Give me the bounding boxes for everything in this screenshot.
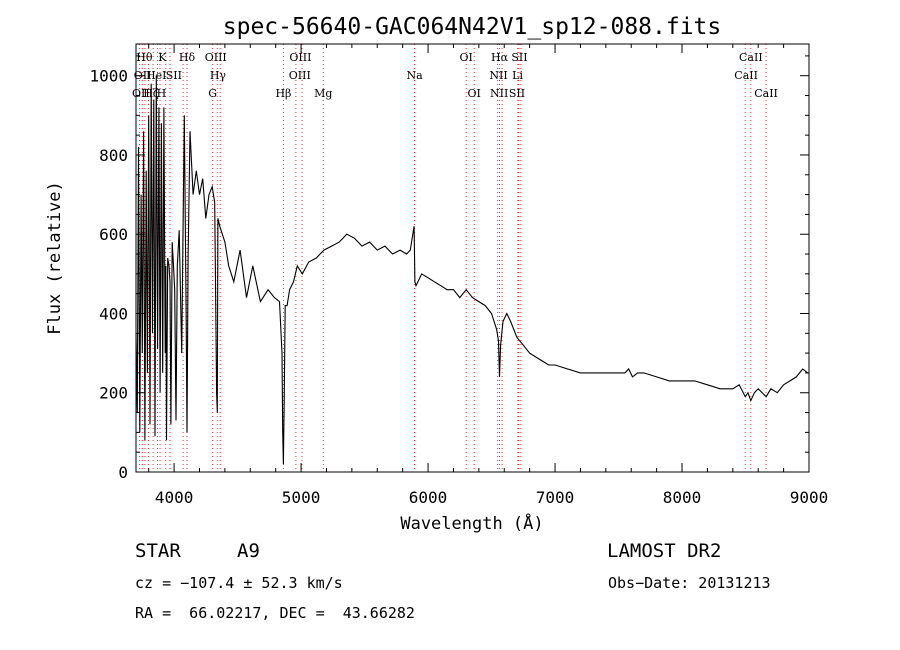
line-label-24: OI — [467, 87, 480, 100]
x-tick-label-2: 6000 — [409, 488, 448, 507]
spectrum-line — [135, 75, 809, 465]
line-label-1: K — [158, 51, 167, 64]
line-label-16: Li — [512, 69, 523, 82]
y-tick-label-3: 600 — [99, 225, 128, 244]
line-markers — [138, 44, 767, 472]
line-label-27: CaII — [754, 87, 778, 100]
y-tick-label-2: 400 — [99, 304, 128, 323]
line-label-12: Hγ — [210, 69, 227, 82]
line-label-20: H — [157, 87, 167, 100]
line-label-0: Hθ — [136, 51, 153, 64]
y-tick-label-1: 200 — [99, 384, 128, 403]
y-tick-label-4: 800 — [99, 146, 128, 165]
line-label-4: OIII — [289, 51, 311, 64]
line-label-21: G — [208, 87, 217, 100]
line-label-14: Na — [407, 69, 424, 82]
line-label-6: Hα — [491, 51, 509, 64]
line-label-10: HeI — [146, 69, 166, 82]
y-tick-label-0: 0 — [118, 463, 128, 482]
coordinates: RA = 66.02217, DEC = 43.66282 — [135, 604, 415, 622]
line-label-3: OIII — [205, 51, 227, 64]
line-label-17: CaII — [734, 69, 758, 82]
plot-frame — [135, 43, 810, 473]
x-tick-label-1: 5000 — [282, 488, 321, 507]
y-axis-ticks: 0 200 400 600 800 1000 — [89, 55, 809, 482]
line-label-13: OIII — [289, 69, 311, 82]
line-label-7: SII — [511, 51, 527, 64]
line-label-8: CaII — [739, 51, 763, 64]
survey-name: LAMOST DR2 — [607, 540, 722, 562]
line-label-2: Hδ — [179, 51, 196, 64]
chart-title: spec-56640-GAC064N42V1_sp12-088.fits — [223, 14, 722, 40]
x-tick-label-5: 9000 — [790, 488, 829, 507]
obs-date: Obs−Date: 20131213 — [608, 574, 771, 592]
line-label-23: Mg — [314, 87, 332, 100]
x-tick-label-3: 7000 — [536, 488, 575, 507]
object-class: STAR — [135, 540, 181, 562]
x-tick-label-0: 4000 — [155, 488, 194, 507]
line-label-5: OI — [459, 51, 472, 64]
line-label-25: NII — [490, 87, 508, 100]
x-axis-ticks: 4000 5000 6000 7000 8000 9000 — [148, 44, 829, 507]
line-label-15: NII — [489, 69, 507, 82]
x-tick-label-4: 8000 — [663, 488, 702, 507]
line-label-22: Hβ — [275, 87, 291, 100]
y-axis-label: Flux (relative) — [45, 181, 65, 335]
line-label-26: SII — [509, 87, 525, 100]
redshift-text: cz = −107.4 ± 52.3 km/s — [135, 574, 343, 592]
x-axis-label: Wavelength (Å) — [400, 512, 543, 534]
y-tick-label-5: 1000 — [89, 67, 128, 86]
subclass: A9 — [237, 540, 260, 562]
line-label-11: SII — [166, 69, 182, 82]
